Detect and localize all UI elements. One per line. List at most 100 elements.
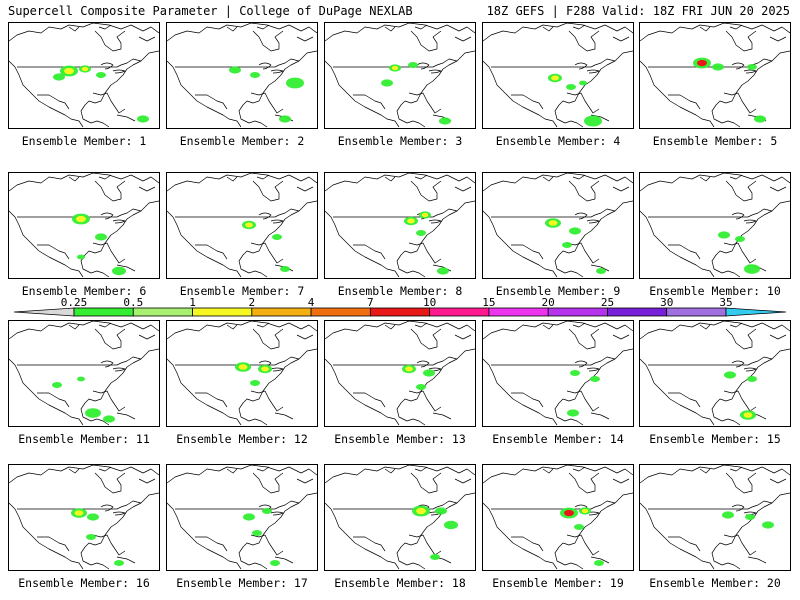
map-canvas xyxy=(640,173,790,278)
gulf-coast xyxy=(723,534,757,556)
gulf-coast xyxy=(92,534,126,556)
arctic-islands xyxy=(68,174,156,192)
scp-blob-low xyxy=(280,266,290,272)
great-lakes xyxy=(100,212,126,224)
border-canada-us xyxy=(648,500,773,510)
great-lakes xyxy=(416,62,442,74)
gulf-coast xyxy=(250,242,284,264)
scp-blob-high xyxy=(81,66,89,72)
hudson-bay-outline xyxy=(725,180,757,202)
arctic-islands xyxy=(226,24,314,42)
coastline xyxy=(640,23,790,128)
coastline xyxy=(167,173,317,278)
border-us-mexico xyxy=(37,94,70,110)
coastline xyxy=(167,465,317,570)
header-run-info: 18Z GEFS | F288 Valid: 18Z FRI JUN 20 20… xyxy=(486,4,790,18)
border-canada-us xyxy=(333,356,458,366)
scp-blob-low xyxy=(96,72,106,78)
scp-blob-low xyxy=(574,524,584,530)
coastline xyxy=(483,173,633,278)
border-us-mexico xyxy=(195,392,228,408)
header-title: Supercell Composite Parameter | College … xyxy=(8,4,413,18)
scp-blob-low xyxy=(103,415,115,423)
ensemble-map-panel xyxy=(166,464,318,571)
colorbar-tick-label: 15 xyxy=(482,296,495,309)
cuba xyxy=(590,264,610,272)
scp-blob-low xyxy=(435,507,447,515)
border-us-mexico xyxy=(37,244,70,260)
colorbar-segment xyxy=(547,307,608,317)
border-us-mexico xyxy=(195,536,228,552)
arctic-islands xyxy=(68,466,156,484)
coastline xyxy=(167,321,317,426)
ensemble-map-panel xyxy=(324,172,476,279)
gulf-coast xyxy=(723,92,757,114)
gulf-coast xyxy=(250,92,284,114)
scp-blob-low xyxy=(722,511,734,519)
scp-blob-low xyxy=(262,508,272,514)
border-canada-us xyxy=(491,500,616,510)
border-us-mexico xyxy=(195,94,228,110)
cuba xyxy=(747,556,767,564)
hudson-bay-outline xyxy=(725,30,757,52)
ensemble-map-panel xyxy=(482,22,634,129)
coastline xyxy=(325,465,475,570)
ensemble-member-caption: Ensemble Member: 8 xyxy=(337,284,463,298)
scp-blob-low xyxy=(77,376,85,382)
border-us-mexico xyxy=(668,392,701,408)
hudson-bay-outline xyxy=(568,180,600,202)
ensemble-member-caption: Ensemble Member: 17 xyxy=(176,576,308,590)
map-canvas xyxy=(325,23,475,128)
scp-blob-low xyxy=(270,560,280,566)
map-canvas xyxy=(640,23,790,128)
arctic-islands xyxy=(542,174,630,192)
border-us-mexico xyxy=(511,536,544,552)
gulf-coast xyxy=(723,242,757,264)
border-canada-us xyxy=(648,208,773,218)
scp-blob-low xyxy=(584,115,602,127)
colorbar-low-triangle xyxy=(13,307,75,317)
gulf-coast xyxy=(92,390,126,412)
map-canvas xyxy=(325,321,475,426)
gulf-coast xyxy=(250,390,284,412)
arctic-islands xyxy=(68,322,156,340)
scp-blob-high xyxy=(261,366,269,372)
map-canvas xyxy=(483,321,633,426)
hudson-bay-outline xyxy=(410,328,442,350)
cuba xyxy=(116,556,136,564)
ensemble-member-caption: Ensemble Member: 10 xyxy=(649,284,781,298)
great-lakes xyxy=(100,62,126,74)
gulf-coast xyxy=(92,92,126,114)
scp-blob-low xyxy=(77,254,85,260)
border-canada-us xyxy=(17,208,142,218)
hudson-bay-outline xyxy=(568,472,600,494)
cuba xyxy=(590,412,610,420)
great-lakes xyxy=(574,62,600,74)
scp-blob-low xyxy=(747,64,757,70)
coastline xyxy=(483,23,633,128)
great-lakes xyxy=(731,62,757,74)
scp-blob-high xyxy=(74,510,84,516)
hudson-bay-outline xyxy=(252,180,284,202)
border-canada-us xyxy=(17,500,142,510)
gulf-coast xyxy=(92,242,126,264)
ensemble-map-panel xyxy=(8,464,160,571)
gulf-coast xyxy=(566,390,600,412)
coastline xyxy=(640,321,790,426)
border-canada-us xyxy=(175,356,300,366)
scp-blob-high xyxy=(76,215,86,223)
ensemble-map-panel xyxy=(166,320,318,427)
ensemble-map-panel xyxy=(482,172,634,279)
border-us-mexico xyxy=(511,392,544,408)
border-us-mexico xyxy=(37,392,70,408)
colorbar-tick-label: 10 xyxy=(423,296,436,309)
gulf-coast xyxy=(408,390,442,412)
colorbar-tick-label: 25 xyxy=(601,296,614,309)
map-canvas xyxy=(167,321,317,426)
colorbar-segment xyxy=(132,307,193,317)
border-canada-us xyxy=(175,208,300,218)
gulf-coast xyxy=(566,534,600,556)
scp-blob-low xyxy=(286,77,304,89)
cuba xyxy=(116,264,136,272)
map-canvas xyxy=(325,173,475,278)
